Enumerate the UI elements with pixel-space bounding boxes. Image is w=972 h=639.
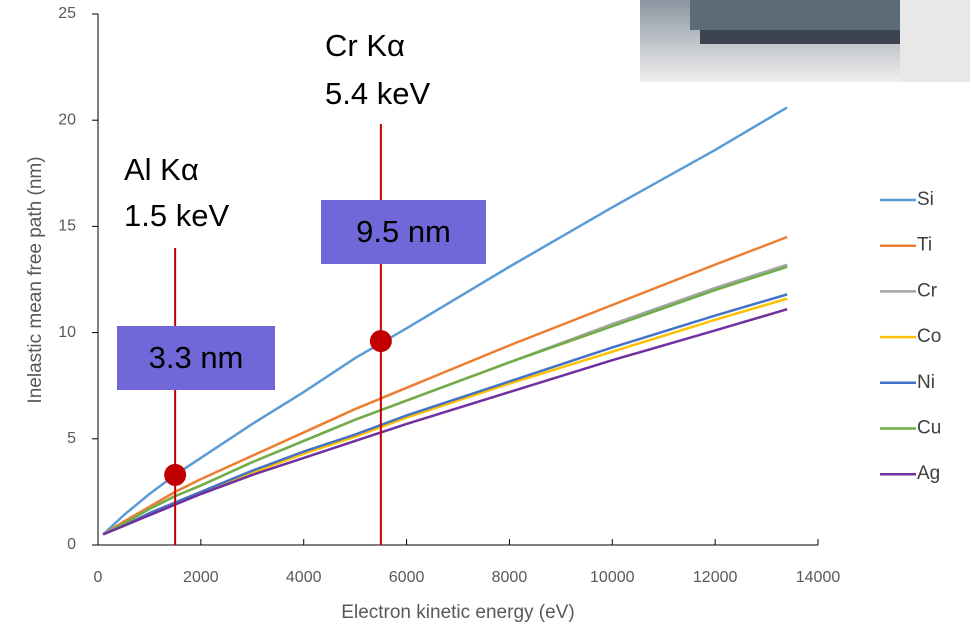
series-line	[102, 293, 788, 536]
series-line	[102, 265, 788, 536]
x-tick-label: 10000	[590, 569, 635, 586]
x-tick-label: 8000	[492, 569, 528, 586]
x-axis-title: Electron kinetic energy (eV)	[341, 602, 574, 623]
photo	[640, 0, 970, 82]
legend-label: Cu	[917, 418, 941, 439]
y-tick-label: 25	[58, 5, 76, 22]
y-tick-label: 5	[67, 430, 76, 447]
marker-point	[369, 330, 392, 353]
x-tick-label: 4000	[286, 569, 322, 586]
series-line	[102, 308, 788, 536]
legend-label: Si	[917, 189, 934, 210]
y-tick-label: 15	[58, 218, 76, 235]
legend-label: Cr	[917, 280, 938, 301]
y-axis-title: Inelastic mean free path (nm)	[25, 156, 46, 403]
series-line	[102, 106, 788, 536]
y-tick-label: 10	[58, 324, 76, 341]
annotation: 5.4 keV	[325, 76, 430, 111]
value-box-label: 3.3 nm	[149, 340, 244, 375]
marker-point	[164, 463, 187, 486]
legend-label: Ag	[917, 463, 940, 484]
x-tick-label: 14000	[796, 569, 841, 586]
y-tick-label: 20	[58, 111, 76, 128]
value-box	[117, 326, 275, 390]
series-line	[102, 235, 788, 536]
value-box-label: 9.5 nm	[356, 214, 451, 249]
x-tick-label: 6000	[389, 569, 425, 586]
legend-label: Co	[917, 326, 941, 347]
x-tick-label: 0	[94, 569, 103, 586]
y-tick-label: 0	[67, 536, 76, 553]
annotation: Cr Kα	[325, 28, 405, 63]
annotation: 1.5 keV	[124, 198, 229, 233]
legend-label: Ni	[917, 372, 935, 393]
value-box	[321, 200, 486, 264]
x-tick-label: 2000	[183, 569, 219, 586]
x-tick-label: 12000	[693, 569, 738, 586]
annotation: Al Kα	[124, 152, 199, 187]
legend-label: Ti	[917, 235, 932, 256]
